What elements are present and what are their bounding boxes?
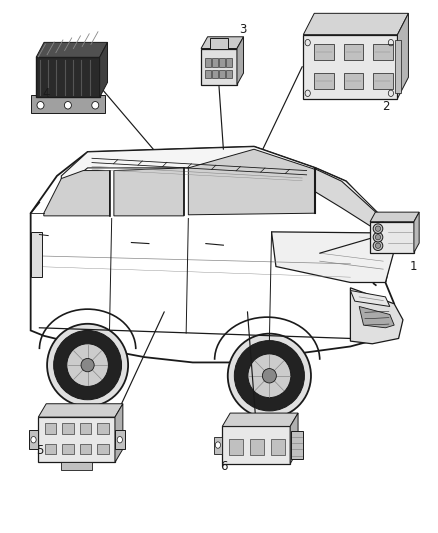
Polygon shape [222,413,298,426]
Bar [205,70,211,78]
Bar [212,70,218,78]
Polygon shape [398,13,409,99]
Ellipse shape [234,341,304,411]
Ellipse shape [117,437,122,443]
Text: 6: 6 [219,460,227,473]
Bar [373,44,392,60]
Bar [222,426,290,464]
Polygon shape [29,430,38,449]
Ellipse shape [373,224,383,233]
Bar [80,423,92,434]
Bar [314,73,334,89]
Ellipse shape [54,330,122,400]
Bar [291,431,303,459]
Bar [271,439,285,455]
Ellipse shape [262,369,276,383]
Polygon shape [44,171,110,216]
Polygon shape [99,43,107,97]
Bar [45,443,56,454]
Bar [370,222,414,253]
Bar [314,44,334,60]
Bar [201,49,237,85]
Text: 2: 2 [381,100,389,113]
Text: 5: 5 [36,444,43,457]
Polygon shape [38,404,123,417]
Bar [61,463,92,471]
Ellipse shape [375,226,381,231]
Ellipse shape [37,101,44,109]
Bar [212,58,218,67]
Ellipse shape [67,344,109,386]
Text: 1: 1 [410,260,418,273]
Polygon shape [237,37,244,85]
Polygon shape [370,212,419,222]
Polygon shape [201,37,244,49]
Bar [303,35,398,99]
Polygon shape [350,288,403,344]
Ellipse shape [228,334,311,418]
Polygon shape [31,95,105,114]
Bar [219,58,225,67]
Bar [226,58,232,67]
Bar [62,443,74,454]
Polygon shape [115,404,123,463]
Ellipse shape [375,235,381,240]
Bar [45,423,56,434]
Ellipse shape [92,101,99,109]
Bar [97,443,109,454]
Ellipse shape [215,442,220,448]
Bar [219,70,225,78]
Ellipse shape [373,232,383,242]
Ellipse shape [47,324,128,406]
Bar [226,70,232,78]
Polygon shape [359,306,394,328]
Bar [210,38,228,49]
Ellipse shape [81,358,94,372]
Polygon shape [350,290,390,306]
Text: 3: 3 [240,23,247,36]
Ellipse shape [31,437,36,443]
Bar [36,58,99,97]
Polygon shape [115,430,124,449]
Text: 4: 4 [42,87,50,100]
Polygon shape [272,232,394,282]
Bar [62,423,74,434]
Ellipse shape [248,354,291,398]
Bar [213,437,222,454]
Bar [31,232,42,277]
Polygon shape [315,169,381,233]
Bar [343,44,364,60]
Polygon shape [414,212,419,253]
Ellipse shape [373,241,383,251]
Bar [343,73,364,89]
Bar [250,439,264,455]
Bar [373,73,392,89]
Bar [395,40,401,93]
Polygon shape [114,168,184,216]
Polygon shape [290,413,298,464]
Polygon shape [303,13,409,35]
Ellipse shape [375,243,381,248]
Bar [80,443,92,454]
Ellipse shape [64,101,71,109]
Bar [38,417,115,463]
Bar [97,423,109,434]
Polygon shape [36,43,107,58]
Polygon shape [61,147,381,216]
Bar [229,439,243,455]
Bar [205,58,211,67]
Polygon shape [188,149,315,215]
Polygon shape [31,147,394,362]
